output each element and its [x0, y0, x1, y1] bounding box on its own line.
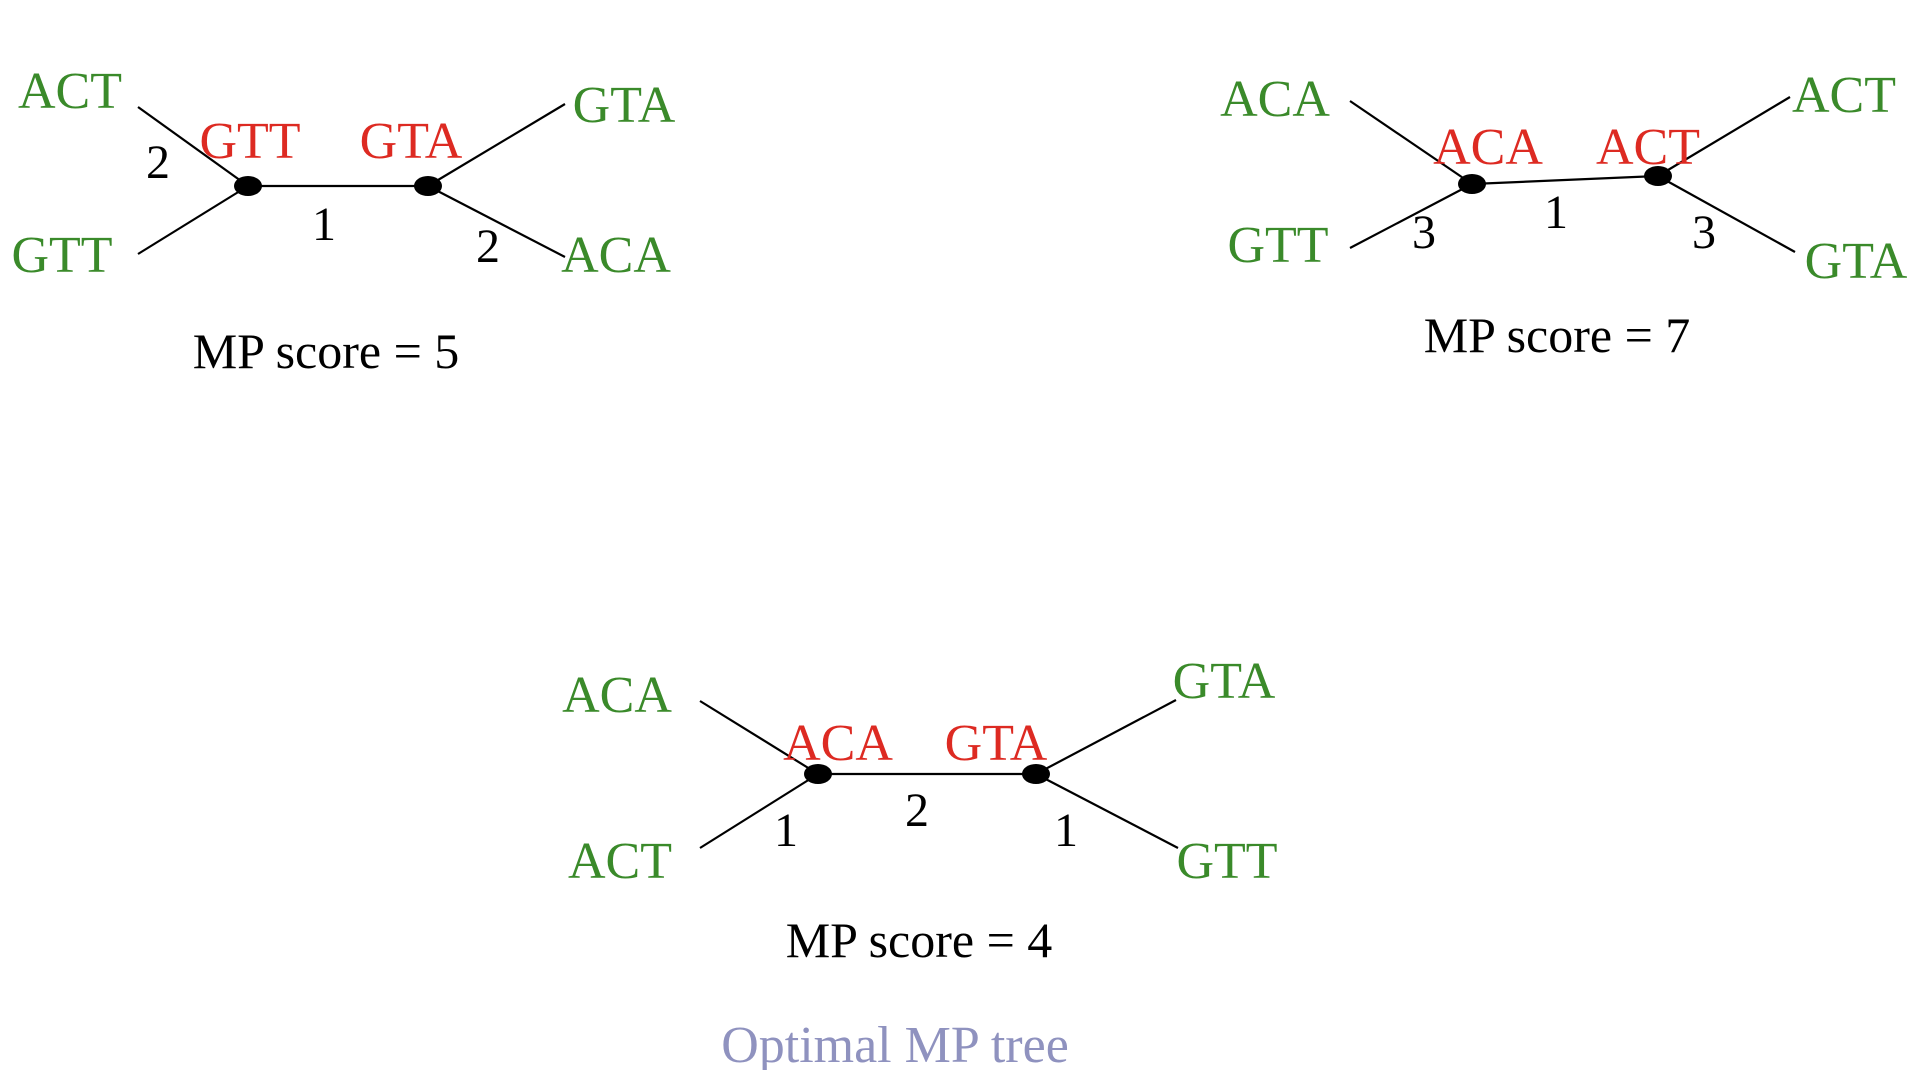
tree-1-weight-top-left: 2	[146, 136, 170, 189]
tree-1-weight-bottom-right: 2	[476, 220, 500, 273]
tree-1-node-right	[414, 176, 442, 196]
tree-2-edge-bottom-right	[1657, 175, 1796, 253]
tree-3-node-right	[1022, 764, 1050, 784]
tree-3-score: MP score = 4	[786, 912, 1053, 968]
tree-2-internal-left: ACA	[1433, 119, 1543, 176]
tree-3-internal-left: ACA	[783, 715, 893, 772]
tree-1-score: MP score = 5	[193, 323, 460, 379]
tree-1-edge-top-right	[427, 103, 566, 187]
tree-3-weight-bottom-right: 1	[1054, 804, 1078, 857]
tree-3-edge-bottom-left	[699, 773, 819, 849]
tree-1-edge-bottom-right	[427, 185, 566, 258]
tree-1-leaf-bottom-left: GTT	[11, 227, 112, 284]
tree-2-leaf-top-right: ACT	[1792, 67, 1896, 124]
tree-2-leaf-bottom-left: GTT	[1227, 217, 1328, 274]
tree-1-weight-center: 1	[312, 198, 336, 251]
tree-2-edge-top-right	[1657, 96, 1791, 177]
tree-2-edge-top-left	[1349, 100, 1473, 185]
tree-3: ACA ACT GTA GTT ACA GTA 1 2 1 MP score =…	[562, 653, 1277, 1070]
tree-1-internal-right: GTA	[360, 113, 463, 170]
tree-2-weight-bottom-left: 3	[1412, 206, 1436, 259]
tree-3-internal-right: GTA	[945, 715, 1048, 772]
tree-2-edges	[1349, 96, 1796, 253]
tree-1-leaf-top-right: GTA	[573, 77, 676, 134]
tree-3-edge-top-left	[699, 700, 819, 775]
tree-3-leaf-bottom-right: GTT	[1176, 833, 1277, 890]
tree-2-leaf-top-left: ACA	[1220, 71, 1330, 128]
tree-1-edge-bottom-left	[137, 185, 249, 255]
tree-1-edges	[137, 103, 566, 258]
tree-2-edge-bottom-left	[1349, 183, 1473, 249]
tree-3-weight-center: 2	[905, 784, 929, 837]
tree-3-edge-bottom-right	[1035, 773, 1179, 849]
tree-2-node-left	[1458, 174, 1486, 194]
tree-2-internal-right: ACT	[1596, 119, 1700, 176]
tree-3-leaf-bottom-left: ACT	[568, 833, 672, 890]
tree-2-leaf-bottom-right: GTA	[1805, 233, 1908, 290]
tree-3-leaf-top-right: GTA	[1173, 653, 1276, 710]
tree-2-weight-center: 1	[1544, 186, 1568, 239]
tree-2-score: MP score = 7	[1424, 307, 1691, 363]
tree-2-weight-bottom-right: 3	[1692, 206, 1716, 259]
tree-2-edge-center	[1471, 174, 1659, 186]
tree-3-edge-top-right	[1035, 699, 1177, 775]
tree-1: ACT GTT GTA ACA GTT GTA 2 1 2 MP score =…	[11, 63, 675, 379]
tree-3-edges	[699, 699, 1179, 849]
tree-3-leaf-top-left: ACA	[562, 667, 672, 724]
tree-2-node-right	[1644, 166, 1672, 186]
tree-3-weight-bottom-left: 1	[774, 804, 798, 857]
tree-1-leaf-bottom-right: ACA	[561, 227, 671, 284]
tree-1-leaf-top-left: ACT	[18, 63, 122, 120]
tree-1-internal-left: GTT	[199, 113, 300, 170]
tree-3-node-left	[804, 764, 832, 784]
tree-2: ACA GTT ACT GTA ACA ACT 3 1 3 MP score =…	[1220, 67, 1908, 363]
tree-1-edge-top-left	[137, 106, 249, 187]
tree-1-node-left	[234, 176, 262, 196]
optimal-tree-caption: Optimal MP tree	[721, 1017, 1069, 1070]
